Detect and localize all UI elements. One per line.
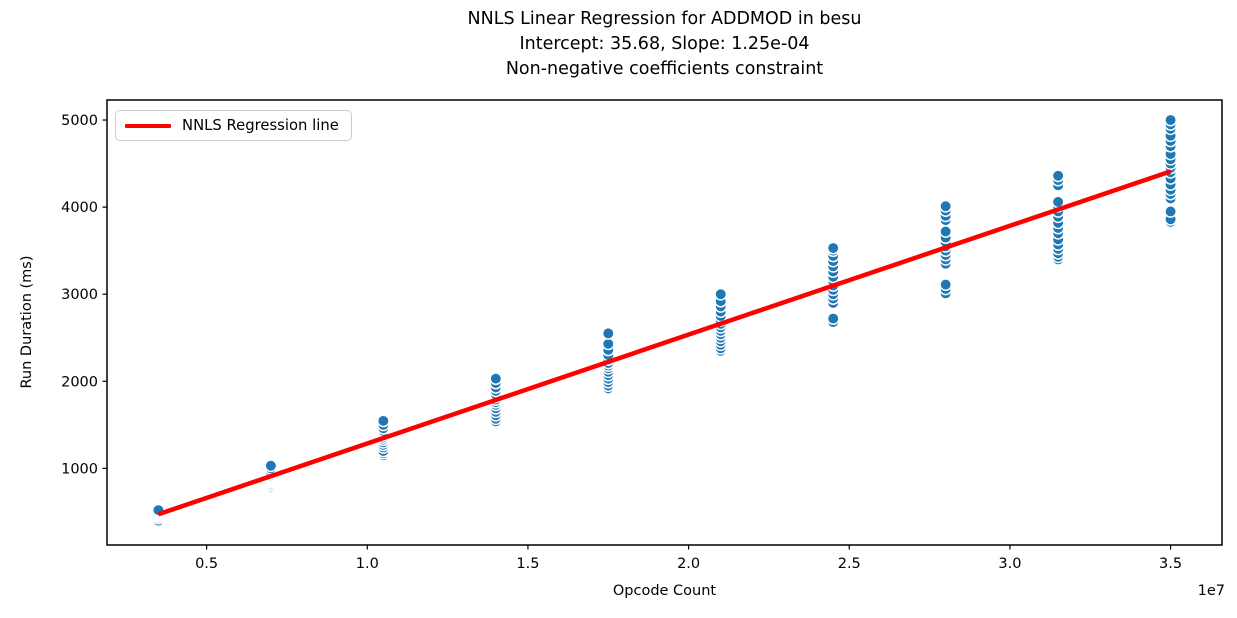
legend-label: NNLS Regression line [182, 117, 339, 134]
title-line-3: Non-negative coefficients constraint [505, 59, 824, 79]
scatter-point [1164, 113, 1178, 127]
regression-line [157, 169, 1172, 517]
y-tick-label: 4000 [61, 200, 98, 216]
plot-spines [106, 99, 1223, 546]
scatter-point [489, 372, 503, 386]
x-tick-label: 2.5 [838, 556, 861, 572]
x-tick-label: 0.5 [195, 556, 218, 572]
x-tick-label: 1.0 [356, 556, 379, 572]
y-tick-label: 5000 [61, 113, 98, 129]
scatter-point [1051, 169, 1065, 183]
y-tick-label: 2000 [61, 374, 98, 390]
scatter-point [1164, 205, 1178, 218]
chart-title: NNLS Linear Regression for ADDMOD in bes… [107, 7, 1222, 82]
legend-line-swatch [125, 123, 171, 128]
y-tick-label: 1000 [61, 461, 98, 477]
scatter-point [939, 225, 953, 238]
scatter-point [939, 278, 953, 292]
x-tick-label: 1.5 [516, 556, 539, 572]
scatter-point [601, 337, 615, 351]
title-line-2: Intercept: 35.68, Slope: 1.25e-04 [519, 34, 810, 54]
y-tick-label: 3000 [61, 287, 98, 303]
x-axis-label: Opcode Count [612, 583, 717, 599]
x-tick-label: 2.0 [677, 556, 700, 572]
scatter-point [939, 199, 953, 213]
x-tick-label: 3.5 [1159, 556, 1182, 572]
title-line-1: NNLS Linear Regression for ADDMOD in bes… [467, 9, 862, 29]
scatter-point [826, 312, 840, 326]
legend: NNLS Regression line [115, 110, 352, 141]
y-axis-label: Run Duration (ms) [19, 255, 35, 389]
scatter-point [264, 459, 278, 473]
scatter-point [826, 241, 840, 255]
scatter-point [376, 414, 390, 428]
scatter-point [601, 326, 615, 340]
x-tick-label: 3.0 [998, 556, 1021, 572]
x-axis-offset-text: 1e7 [1197, 583, 1225, 599]
scatter-point [714, 287, 728, 301]
